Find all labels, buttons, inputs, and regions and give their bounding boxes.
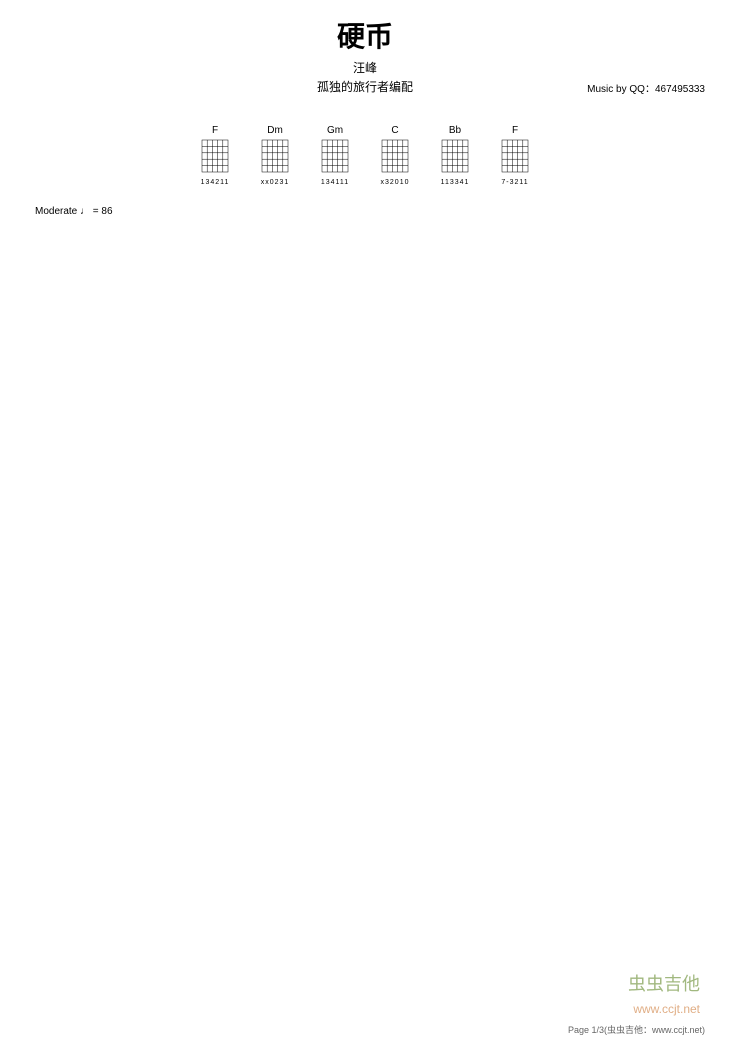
chord-grid-icon bbox=[320, 138, 350, 174]
tempo-marking: Moderate ♩ = 86 bbox=[35, 206, 730, 217]
chord-diagram: Gm 134111 bbox=[320, 125, 350, 186]
chord-name: C bbox=[380, 125, 410, 136]
chord-name: F bbox=[200, 125, 230, 136]
watermark-text: 虫虫吉他 bbox=[628, 970, 700, 996]
chord-grid-icon bbox=[200, 138, 230, 174]
artist-name: 汪峰 bbox=[0, 59, 730, 76]
chord-name: F bbox=[500, 125, 530, 136]
chord-fingering: 134211 bbox=[200, 179, 230, 186]
song-title: 硬币 bbox=[0, 15, 730, 55]
chord-fingering: xx0231 bbox=[260, 179, 290, 186]
chord-fingering: x32010 bbox=[380, 179, 410, 186]
chord-name: Dm bbox=[260, 125, 290, 136]
chord-diagram: Dm xx0231 bbox=[260, 125, 290, 186]
chord-name: Bb bbox=[440, 125, 470, 136]
chord-grid-icon bbox=[380, 138, 410, 174]
watermark-url: www.ccjt.net bbox=[633, 1002, 700, 1016]
chord-grid-icon bbox=[260, 138, 290, 174]
music-credit: Music by QQ：467495333 bbox=[587, 80, 705, 95]
chord-grid-icon bbox=[500, 138, 530, 174]
chord-grid-icon bbox=[440, 138, 470, 174]
chord-fingering: 113341 bbox=[440, 179, 470, 186]
chord-diagram: C x32010 bbox=[380, 125, 410, 186]
chord-fingering: 7-3211 bbox=[500, 179, 530, 186]
page-footer: Page 1/3(虫虫吉他：www.ccjt.net) bbox=[568, 1023, 705, 1036]
chord-diagram: F 7-3211 bbox=[500, 125, 530, 186]
chord-name: Gm bbox=[320, 125, 350, 136]
chord-diagrams: F 134211 Dm xx0231 Gm 134111 C bbox=[0, 125, 730, 186]
chord-fingering: 134111 bbox=[320, 179, 350, 186]
chord-diagram: F 134211 bbox=[200, 125, 230, 186]
chord-diagram: Bb 113341 bbox=[440, 125, 470, 186]
